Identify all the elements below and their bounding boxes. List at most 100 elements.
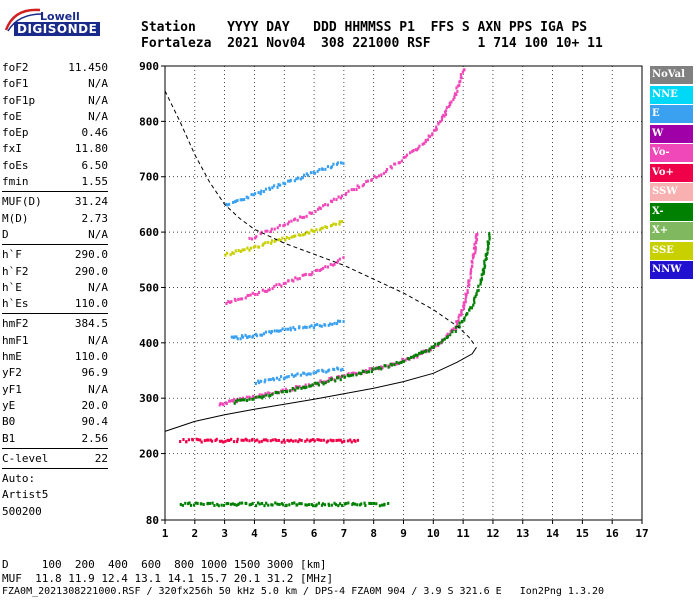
digisonde-logo-swoosh bbox=[4, 8, 43, 32]
echo-point bbox=[339, 378, 342, 382]
echo-point bbox=[395, 362, 398, 366]
echo-point bbox=[404, 155, 407, 159]
echo-point bbox=[312, 170, 315, 174]
echo-point bbox=[305, 325, 308, 329]
echo-point bbox=[341, 367, 344, 371]
echo-point bbox=[278, 282, 281, 286]
echo-point bbox=[298, 438, 301, 442]
echo-point bbox=[239, 337, 242, 341]
echo-point bbox=[265, 501, 268, 505]
echo-point bbox=[393, 363, 396, 367]
echo-point bbox=[384, 364, 387, 368]
echo-point bbox=[213, 503, 216, 507]
param-label: h`E bbox=[2, 280, 22, 294]
echo-point bbox=[428, 135, 432, 139]
param-value: 11.450 bbox=[68, 61, 108, 74]
param-label: C-level bbox=[2, 451, 49, 465]
echo-point bbox=[294, 388, 297, 392]
echo-point bbox=[249, 293, 252, 297]
echo-point bbox=[301, 233, 305, 237]
echo-point bbox=[277, 438, 280, 442]
echo-point bbox=[271, 186, 274, 190]
echo-point bbox=[339, 375, 342, 379]
echo-point bbox=[365, 180, 368, 184]
echo-point bbox=[270, 503, 273, 507]
echo-point bbox=[330, 165, 334, 169]
echo-point bbox=[302, 215, 306, 219]
echo-point bbox=[446, 335, 449, 339]
echo-point bbox=[460, 320, 463, 324]
echo-point bbox=[430, 345, 433, 349]
echo-point bbox=[337, 319, 340, 323]
param-row: fxI 11.80 bbox=[2, 141, 108, 157]
echo-point bbox=[281, 390, 284, 394]
echo-point bbox=[267, 503, 270, 507]
echo-point bbox=[272, 378, 276, 382]
echo-point bbox=[343, 439, 346, 443]
param-label: foEp bbox=[2, 126, 29, 140]
echo-point bbox=[475, 238, 479, 242]
echo-point bbox=[289, 438, 293, 442]
echo-point bbox=[291, 386, 294, 390]
param-value: 1.55 bbox=[81, 175, 109, 189]
echo-point bbox=[321, 226, 324, 230]
echo-point bbox=[337, 195, 340, 199]
echo-point bbox=[355, 188, 358, 192]
echo-point bbox=[282, 281, 285, 285]
param-label: foF2 bbox=[2, 61, 29, 74]
echo-point bbox=[374, 367, 377, 371]
echo-point bbox=[304, 232, 307, 236]
echo-point bbox=[315, 228, 318, 232]
echo-point bbox=[341, 220, 344, 224]
echo-point bbox=[248, 335, 251, 339]
echo-point bbox=[311, 211, 314, 215]
echo-point bbox=[187, 502, 190, 506]
echo-point bbox=[275, 283, 278, 287]
echo-point bbox=[227, 300, 230, 304]
echo-point bbox=[260, 501, 264, 505]
echo-point bbox=[245, 399, 249, 403]
echo-point bbox=[474, 248, 477, 252]
echo-point bbox=[464, 300, 467, 304]
echo-point bbox=[211, 501, 214, 505]
echo-point bbox=[179, 503, 182, 507]
echo-point bbox=[265, 393, 268, 397]
echo-point bbox=[387, 501, 390, 505]
echo-point bbox=[378, 365, 381, 369]
echo-point bbox=[271, 392, 274, 396]
echo-point bbox=[393, 162, 397, 166]
echo-point bbox=[405, 153, 409, 157]
echo-point bbox=[292, 326, 295, 330]
echo-point bbox=[340, 194, 344, 198]
echo-point bbox=[181, 503, 184, 507]
echo-point bbox=[250, 193, 253, 197]
echo-point bbox=[258, 381, 261, 385]
echo-point bbox=[287, 375, 290, 379]
echo-point bbox=[417, 146, 420, 150]
echo-point bbox=[259, 395, 262, 399]
echo-point bbox=[313, 323, 317, 327]
echo-point bbox=[227, 502, 230, 506]
echo-point bbox=[185, 440, 188, 444]
echo-point bbox=[235, 503, 238, 507]
echo-point bbox=[463, 316, 466, 320]
echo-point bbox=[335, 198, 338, 202]
echo-point bbox=[375, 366, 378, 370]
echo-point bbox=[332, 222, 335, 226]
echo-point bbox=[234, 199, 238, 203]
echo-point bbox=[273, 329, 276, 333]
echo-point bbox=[340, 161, 343, 165]
echo-point bbox=[233, 401, 236, 405]
echo-point bbox=[466, 291, 469, 295]
echo-point bbox=[191, 438, 194, 442]
echo-point bbox=[324, 381, 327, 385]
param-label: B0 bbox=[2, 415, 16, 429]
echo-point bbox=[345, 501, 348, 505]
echo-point bbox=[451, 330, 454, 334]
echo-point bbox=[413, 354, 416, 358]
echo-point bbox=[368, 367, 371, 371]
x-tick-label: 7 bbox=[341, 527, 348, 540]
echo-point bbox=[228, 439, 231, 443]
legend-item: Vo- bbox=[650, 144, 693, 162]
echo-point bbox=[214, 439, 217, 443]
